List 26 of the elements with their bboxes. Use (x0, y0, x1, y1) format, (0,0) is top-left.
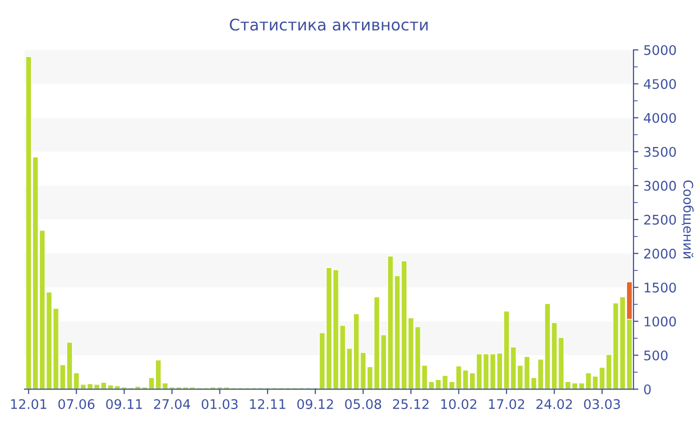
x-tick-label: 24.02 (536, 399, 572, 410)
x-tick-label: 03.03 (584, 399, 620, 410)
y-tick-label: 1500 (644, 282, 676, 293)
y-tick-label: 2500 (644, 214, 676, 225)
x-tick-label: 07.06 (58, 399, 94, 410)
x-tick-label: 09.12 (297, 399, 333, 410)
x-tick-label: 09.11 (106, 399, 142, 410)
y-tick-label: 4500 (644, 79, 676, 90)
y-tick-label: 2000 (644, 248, 676, 259)
x-tick-label: 17.02 (489, 399, 524, 410)
x-tick-label: 10.02 (441, 399, 476, 410)
y-tick-label: 3500 (644, 146, 676, 157)
y-tick-label: 5000 (644, 45, 676, 56)
y-axis-title: Сообщений (682, 180, 694, 258)
x-tick-label: 12.01 (11, 399, 46, 410)
x-tick-label: 12.11 (250, 399, 286, 409)
y-tick-label: 0 (644, 384, 651, 394)
x-tick-label: 25.12 (393, 399, 428, 410)
y-tick-label: 4000 (644, 112, 676, 123)
chart-title: Статистика активности (230, 18, 428, 31)
x-tick-label: 01.03 (202, 399, 238, 410)
y-tick-label: 500 (644, 350, 668, 360)
y-tick-label: 1000 (644, 316, 676, 326)
y-tick-label: 3000 (644, 180, 676, 191)
x-tick-label: 05.08 (345, 399, 382, 410)
x-tick-label: 27.04 (154, 399, 190, 410)
